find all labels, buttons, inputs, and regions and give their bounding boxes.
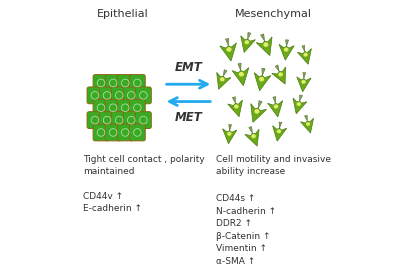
Ellipse shape bbox=[220, 77, 225, 81]
Polygon shape bbox=[297, 48, 311, 64]
Polygon shape bbox=[222, 129, 237, 144]
FancyBboxPatch shape bbox=[93, 124, 109, 141]
Polygon shape bbox=[268, 101, 283, 117]
Ellipse shape bbox=[284, 48, 288, 52]
Polygon shape bbox=[258, 101, 262, 108]
FancyBboxPatch shape bbox=[124, 87, 139, 104]
Polygon shape bbox=[279, 122, 282, 128]
Ellipse shape bbox=[301, 80, 306, 84]
FancyBboxPatch shape bbox=[111, 87, 127, 104]
Polygon shape bbox=[261, 34, 265, 41]
Ellipse shape bbox=[303, 53, 308, 57]
FancyBboxPatch shape bbox=[117, 99, 133, 116]
Polygon shape bbox=[223, 70, 227, 76]
Text: MET: MET bbox=[175, 111, 202, 125]
Polygon shape bbox=[232, 97, 236, 103]
Polygon shape bbox=[297, 77, 311, 92]
Ellipse shape bbox=[263, 42, 268, 47]
Polygon shape bbox=[302, 45, 305, 51]
Polygon shape bbox=[303, 73, 306, 79]
Ellipse shape bbox=[274, 104, 279, 109]
Polygon shape bbox=[228, 100, 243, 117]
Polygon shape bbox=[217, 72, 231, 89]
Text: CD44v ↑
E-cadherin ↑: CD44v ↑ E-cadherin ↑ bbox=[83, 192, 142, 213]
Ellipse shape bbox=[297, 102, 301, 106]
Ellipse shape bbox=[251, 134, 256, 138]
FancyBboxPatch shape bbox=[93, 75, 109, 91]
Text: Epithelial: Epithelial bbox=[97, 9, 149, 19]
Text: Tight cell contact , polarity
maintained: Tight cell contact , polarity maintained bbox=[83, 155, 205, 175]
FancyBboxPatch shape bbox=[117, 75, 133, 91]
Polygon shape bbox=[251, 104, 267, 122]
Polygon shape bbox=[229, 125, 231, 131]
Polygon shape bbox=[293, 98, 307, 114]
Ellipse shape bbox=[234, 104, 238, 109]
Polygon shape bbox=[241, 36, 256, 53]
Polygon shape bbox=[232, 68, 249, 86]
FancyBboxPatch shape bbox=[99, 112, 115, 128]
FancyBboxPatch shape bbox=[87, 87, 103, 104]
Text: Cell motility and invasive
ability increase: Cell motility and invasive ability incre… bbox=[216, 155, 330, 175]
Polygon shape bbox=[272, 67, 285, 84]
Polygon shape bbox=[220, 43, 236, 61]
Ellipse shape bbox=[278, 72, 283, 76]
FancyBboxPatch shape bbox=[129, 75, 145, 91]
Ellipse shape bbox=[245, 40, 249, 44]
FancyBboxPatch shape bbox=[87, 112, 103, 128]
Polygon shape bbox=[225, 39, 229, 46]
FancyBboxPatch shape bbox=[124, 112, 139, 128]
Polygon shape bbox=[275, 65, 279, 72]
FancyBboxPatch shape bbox=[111, 112, 127, 128]
Polygon shape bbox=[285, 40, 289, 46]
FancyBboxPatch shape bbox=[105, 99, 121, 116]
Polygon shape bbox=[248, 32, 251, 39]
FancyBboxPatch shape bbox=[129, 99, 145, 116]
Polygon shape bbox=[256, 37, 272, 56]
Text: CD44s ↑
N-cadherin ↑
DDR2 ↑
β-Catenin ↑
Vimentin ↑
α-SMA ↑: CD44s ↑ N-cadherin ↑ DDR2 ↑ β-Catenin ↑ … bbox=[216, 194, 276, 266]
Polygon shape bbox=[238, 63, 241, 70]
Polygon shape bbox=[279, 44, 294, 60]
Polygon shape bbox=[249, 126, 252, 133]
Polygon shape bbox=[272, 126, 287, 141]
FancyBboxPatch shape bbox=[117, 124, 133, 141]
Text: EMT: EMT bbox=[175, 61, 202, 74]
Text: Mesenchymal: Mesenchymal bbox=[235, 9, 312, 19]
Polygon shape bbox=[301, 118, 314, 133]
FancyBboxPatch shape bbox=[105, 75, 121, 91]
Ellipse shape bbox=[306, 122, 310, 126]
Ellipse shape bbox=[227, 47, 231, 52]
Polygon shape bbox=[305, 115, 307, 121]
FancyBboxPatch shape bbox=[105, 124, 121, 141]
Ellipse shape bbox=[227, 132, 231, 136]
Ellipse shape bbox=[254, 109, 259, 114]
FancyBboxPatch shape bbox=[135, 87, 151, 104]
FancyBboxPatch shape bbox=[129, 124, 145, 141]
Polygon shape bbox=[245, 129, 259, 146]
Ellipse shape bbox=[239, 72, 244, 76]
Polygon shape bbox=[300, 95, 303, 101]
FancyBboxPatch shape bbox=[99, 87, 115, 104]
Ellipse shape bbox=[259, 77, 264, 81]
FancyBboxPatch shape bbox=[135, 112, 151, 128]
Polygon shape bbox=[254, 73, 271, 91]
FancyBboxPatch shape bbox=[93, 99, 109, 116]
Polygon shape bbox=[273, 97, 276, 103]
Ellipse shape bbox=[277, 129, 281, 133]
Polygon shape bbox=[262, 68, 265, 75]
